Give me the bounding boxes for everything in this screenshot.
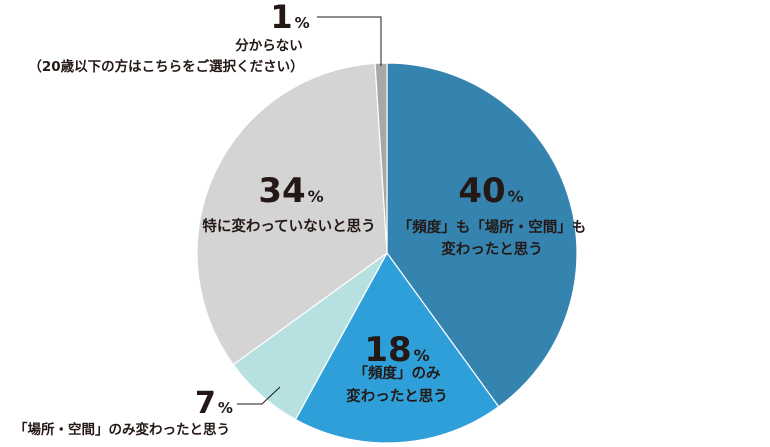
percentage-value: 40 bbox=[458, 171, 505, 211]
label-place-only: 7 %「場所・空間」のみ変わったと思う bbox=[14, 386, 233, 438]
slice-label-line: 変わったと思う bbox=[441, 240, 543, 258]
leader-line-place-only bbox=[237, 386, 281, 405]
slice-frequency-only bbox=[294, 251, 500, 444]
percentage-value: 1 bbox=[270, 0, 292, 36]
slice-label-line: 「場所・空間」のみ変わったと思う bbox=[14, 421, 230, 438]
slice-label-line: 変わったと思う bbox=[346, 387, 448, 405]
percentage-unit: % bbox=[414, 346, 430, 365]
percentage-label: 40% bbox=[458, 171, 523, 211]
slice-label-line: 特に変わっていないと思う bbox=[202, 217, 375, 235]
percentage-unit: % bbox=[295, 14, 310, 32]
percentage-unit: % bbox=[218, 399, 233, 417]
slice-label-line: 「頻度」も「場所・空間」も bbox=[398, 218, 587, 236]
percentage-label: 34% bbox=[258, 171, 323, 211]
label-no-change: 34 % 特に変わっていないと思う bbox=[202, 171, 375, 235]
leader-line-unknown bbox=[317, 16, 382, 66]
slice-label-line: 「頻度」のみ bbox=[354, 364, 441, 382]
percentage-value: 18 bbox=[364, 330, 411, 370]
percentage-value: 7 bbox=[195, 386, 216, 421]
percentage-label: 1% bbox=[270, 0, 309, 36]
slice-label-line: 分からない bbox=[235, 38, 303, 54]
label-frequency-only: 18 %「頻度」のみ変わったと思う bbox=[346, 330, 448, 405]
percentage-unit: % bbox=[508, 187, 524, 206]
label-unknown: 1 % 分からない （20歳以下の方はこちらをご選択ください） bbox=[28, 0, 309, 75]
percentage-unit: % bbox=[308, 187, 324, 206]
percentage-value: 34 bbox=[258, 171, 305, 211]
percentage-label: 7% bbox=[195, 386, 233, 421]
percentage-label: 18% bbox=[364, 330, 429, 370]
slice-both-changed bbox=[386, 62, 578, 408]
slice-no-change bbox=[196, 62, 388, 366]
slice-label-line: （20歳以下の方はこちらをご選択ください） bbox=[28, 58, 303, 75]
